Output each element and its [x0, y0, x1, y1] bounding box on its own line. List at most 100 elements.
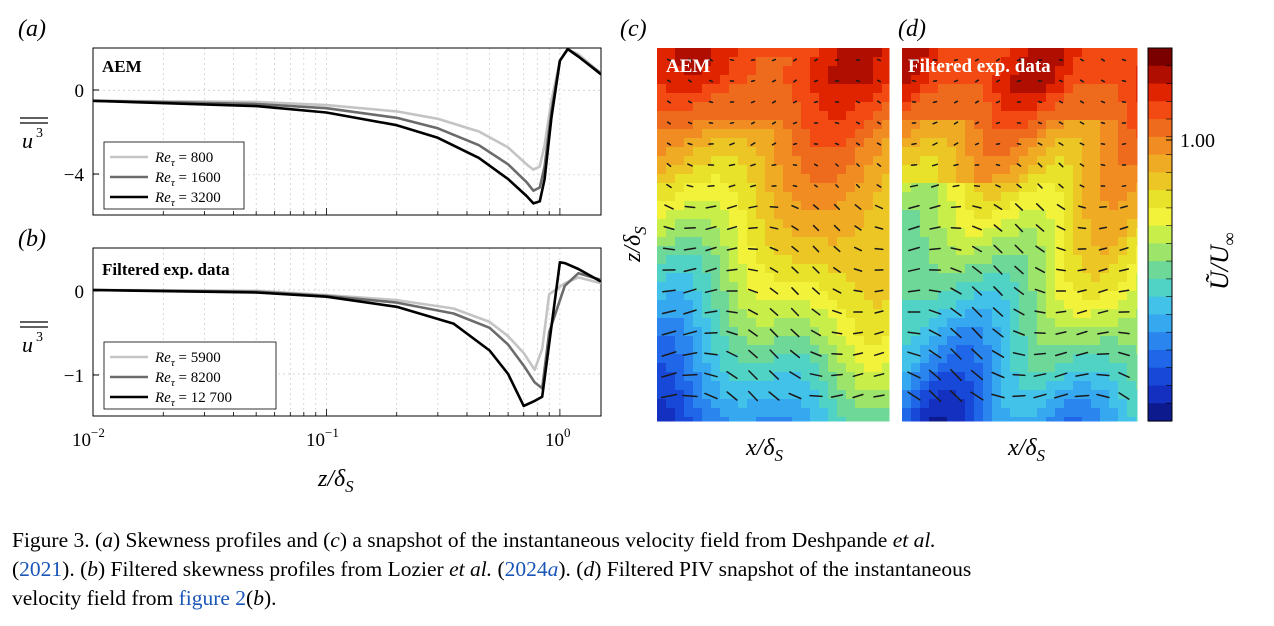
- field-cell: [920, 210, 930, 220]
- field-cell: [1064, 48, 1074, 58]
- field-cell: [756, 111, 766, 121]
- field-cell: [882, 363, 890, 373]
- field-cell: [792, 165, 802, 175]
- figure-caption: Figure 3. (a) Skewness profiles and (c) …: [12, 528, 972, 610]
- field-cell: [711, 48, 721, 58]
- field-cell: [855, 201, 865, 211]
- field-cell: [801, 255, 811, 265]
- field-cell: [720, 300, 730, 310]
- field-cell: [1118, 300, 1128, 310]
- field-cell: [819, 246, 829, 256]
- velocity-arrow: [929, 247, 941, 251]
- figure-reference-link[interactable]: figure 2: [178, 586, 247, 610]
- field-cell: [684, 111, 694, 121]
- field-cell: [711, 183, 721, 193]
- panel-a-grid: [92, 48, 601, 215]
- field-cell: [1091, 246, 1101, 256]
- velocity-arrow: [932, 142, 938, 146]
- field-cell: [801, 75, 811, 85]
- field-cell: [920, 156, 930, 166]
- citation-link-2024a[interactable]: 2024a: [504, 557, 559, 581]
- field-cell: [1100, 129, 1110, 139]
- field-cell: [756, 93, 766, 103]
- field-cell: [920, 84, 930, 94]
- svg-text:3: 3: [36, 330, 43, 345]
- field-cell: [1037, 309, 1047, 319]
- field-cell: [819, 111, 829, 121]
- field-cell: [1127, 345, 1137, 355]
- field-cell: [1091, 363, 1101, 373]
- field-cell: [882, 174, 890, 184]
- field-cell: [684, 354, 694, 364]
- field-cell: [738, 111, 748, 121]
- field-cell: [1100, 309, 1110, 319]
- field-cell: [929, 210, 939, 220]
- field-cell: [657, 111, 667, 121]
- velocity-arrow: [813, 163, 819, 167]
- field-cell: [974, 102, 984, 112]
- field-cell: [1010, 228, 1020, 238]
- field-cell: [657, 156, 667, 166]
- velocity-arrow: [873, 351, 885, 357]
- field-cell: [801, 327, 811, 337]
- field-cell: [693, 84, 703, 94]
- field-cell: [920, 66, 930, 76]
- field-cell: [1019, 147, 1029, 157]
- field-cell: [765, 111, 775, 121]
- field-cell: [1001, 138, 1011, 148]
- field-cell: [864, 327, 874, 337]
- field-cell: [684, 48, 694, 58]
- field-cell: [837, 354, 847, 364]
- field-cell: [1127, 318, 1137, 328]
- field-cell: [992, 291, 1002, 301]
- field-cell: [792, 237, 802, 247]
- field-cell: [911, 174, 921, 184]
- field-cell: [801, 219, 811, 229]
- field-cell: [1091, 201, 1101, 211]
- field-cell: [666, 309, 676, 319]
- field-cell: [729, 399, 739, 409]
- field-cell: [1100, 228, 1110, 238]
- field-cell: [837, 273, 847, 283]
- field-cell: [837, 75, 847, 85]
- field-cell: [846, 201, 856, 211]
- field-cell: [1010, 48, 1020, 58]
- field-cell: [902, 102, 912, 112]
- field-cell: [956, 102, 966, 112]
- velocity-arrow: [769, 287, 779, 295]
- velocity-arrow: [1075, 373, 1089, 377]
- field-cell: [873, 273, 883, 283]
- field-cell: [1019, 264, 1029, 274]
- field-cell: [974, 327, 984, 337]
- field-cell: [801, 264, 811, 274]
- field-cell: [1082, 183, 1092, 193]
- field-cell: [684, 417, 694, 422]
- field-cell: [956, 201, 966, 211]
- field-cell: [938, 183, 948, 193]
- field-cell: [666, 237, 676, 247]
- field-cell: [765, 93, 775, 103]
- field-cell: [864, 273, 874, 283]
- field-cell: [911, 381, 921, 391]
- field-cell: [774, 156, 784, 166]
- citation-link-2021[interactable]: 2021: [19, 557, 63, 581]
- field-cell: [792, 210, 802, 220]
- field-cell: [965, 264, 975, 274]
- field-cell: [747, 147, 757, 157]
- field-cell: [1064, 210, 1074, 220]
- field-cell: [1100, 84, 1110, 94]
- field-cell: [657, 75, 667, 85]
- field-cell: [864, 264, 874, 274]
- field-cell: [702, 327, 712, 337]
- field-cell: [792, 201, 802, 211]
- velocity-arrow: [950, 247, 962, 251]
- field-cell: [902, 111, 912, 121]
- field-cell: [938, 300, 948, 310]
- field-cell: [1019, 210, 1029, 220]
- field-cell: [1082, 57, 1092, 67]
- field-cell: [902, 174, 912, 184]
- velocity-arrow: [932, 121, 938, 125]
- field-cell: [801, 291, 811, 301]
- panel-b-ytick-label-0: 0: [75, 282, 85, 303]
